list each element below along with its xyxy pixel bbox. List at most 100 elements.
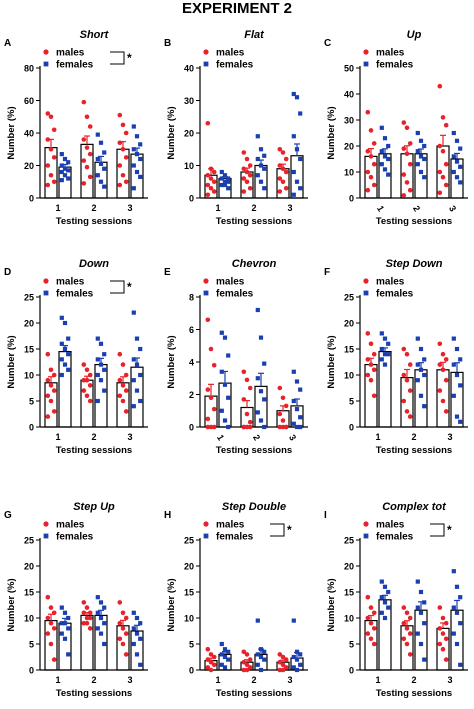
point-males bbox=[81, 600, 87, 605]
point-males bbox=[123, 652, 129, 657]
point-males bbox=[368, 362, 374, 367]
point-females bbox=[415, 378, 420, 383]
point-males bbox=[368, 605, 374, 610]
point-males bbox=[443, 161, 449, 167]
point-males bbox=[84, 145, 90, 150]
point-males bbox=[407, 652, 413, 657]
point-males bbox=[45, 615, 51, 621]
point-females bbox=[98, 631, 104, 636]
y-tick-label: 20 bbox=[24, 319, 34, 329]
point-females bbox=[379, 331, 384, 336]
y-tick-label: 25 bbox=[344, 536, 354, 546]
point-males bbox=[404, 180, 410, 185]
point-females bbox=[98, 140, 104, 145]
point-males bbox=[205, 416, 211, 422]
point-females bbox=[379, 595, 384, 600]
point-females bbox=[386, 172, 391, 177]
point-males bbox=[365, 109, 371, 115]
point-females bbox=[418, 138, 424, 143]
point-males bbox=[81, 362, 87, 367]
point-females bbox=[255, 156, 260, 162]
point-females bbox=[131, 357, 136, 362]
point-females bbox=[222, 654, 228, 660]
point-females bbox=[415, 631, 420, 636]
legend-marker-females bbox=[43, 290, 49, 296]
legend-label-females: females bbox=[56, 60, 94, 71]
y-tick-label: 25 bbox=[344, 293, 354, 303]
point-males bbox=[117, 636, 123, 642]
point-males bbox=[211, 406, 217, 412]
point-males bbox=[241, 166, 247, 172]
legend-label-females: females bbox=[376, 60, 414, 71]
point-males bbox=[401, 372, 407, 378]
point-males bbox=[51, 610, 57, 616]
point-females bbox=[291, 665, 296, 670]
point-males bbox=[437, 641, 443, 647]
point-females bbox=[226, 649, 231, 654]
point-females bbox=[62, 173, 68, 178]
point-males bbox=[277, 411, 283, 417]
point-males bbox=[283, 169, 289, 175]
point-males bbox=[277, 652, 283, 657]
point-males bbox=[365, 331, 371, 336]
y-tick-label: 5 bbox=[29, 640, 34, 650]
point-males bbox=[205, 646, 211, 652]
point-males bbox=[365, 148, 371, 154]
y-tick-label: 10 bbox=[344, 168, 354, 178]
panel-g: G Step Up 0 5 10 15 20 25 Number (%) Testing sess… bbox=[4, 501, 148, 699]
x-tick-label: 3 bbox=[287, 675, 292, 685]
point-males bbox=[205, 182, 211, 188]
point-females bbox=[454, 414, 460, 419]
point-females bbox=[66, 160, 71, 165]
point-females bbox=[255, 173, 260, 178]
point-females bbox=[62, 166, 68, 171]
point-females bbox=[294, 95, 300, 100]
point-females bbox=[291, 618, 296, 623]
point-females bbox=[66, 336, 71, 341]
chart-title: Short bbox=[80, 29, 110, 41]
y-tick-label: 20 bbox=[184, 129, 194, 139]
point-females bbox=[59, 169, 64, 175]
point-females bbox=[98, 179, 104, 184]
point-females bbox=[294, 424, 300, 430]
point-females bbox=[59, 605, 64, 610]
y-tick-label: 15 bbox=[24, 345, 34, 355]
point-females bbox=[222, 335, 228, 340]
legend-label-males: males bbox=[376, 277, 405, 288]
point-males bbox=[404, 610, 410, 616]
point-females bbox=[422, 156, 427, 162]
point-males bbox=[117, 112, 123, 118]
point-females bbox=[298, 186, 303, 191]
point-females bbox=[134, 336, 140, 341]
y-tick-label: 8 bbox=[189, 293, 194, 303]
point-females bbox=[262, 657, 267, 662]
point-males bbox=[244, 411, 250, 417]
point-males bbox=[404, 377, 410, 383]
point-females bbox=[138, 372, 143, 378]
chart-title: Flat bbox=[244, 29, 265, 41]
point-males bbox=[401, 620, 407, 626]
panel-letter: F bbox=[324, 267, 330, 278]
point-males bbox=[45, 111, 51, 116]
point-females bbox=[422, 372, 427, 378]
y-tick-label: 20 bbox=[344, 142, 354, 152]
point-males bbox=[280, 150, 286, 155]
point-females bbox=[451, 336, 456, 341]
x-tick-label: 1 bbox=[215, 203, 220, 213]
y-tick-label: 30 bbox=[184, 96, 194, 106]
point-males bbox=[401, 120, 407, 125]
point-males bbox=[45, 182, 51, 188]
point-males bbox=[368, 128, 374, 133]
point-males bbox=[123, 372, 129, 378]
point-females bbox=[454, 372, 460, 378]
legend-marker-females bbox=[203, 533, 209, 539]
point-females bbox=[451, 605, 456, 610]
point-females bbox=[131, 378, 136, 383]
point-males bbox=[280, 654, 286, 660]
point-males bbox=[120, 383, 126, 388]
point-females bbox=[418, 641, 424, 647]
point-females bbox=[138, 662, 143, 667]
y-tick-label: 5 bbox=[189, 640, 194, 650]
point-females bbox=[382, 136, 388, 141]
